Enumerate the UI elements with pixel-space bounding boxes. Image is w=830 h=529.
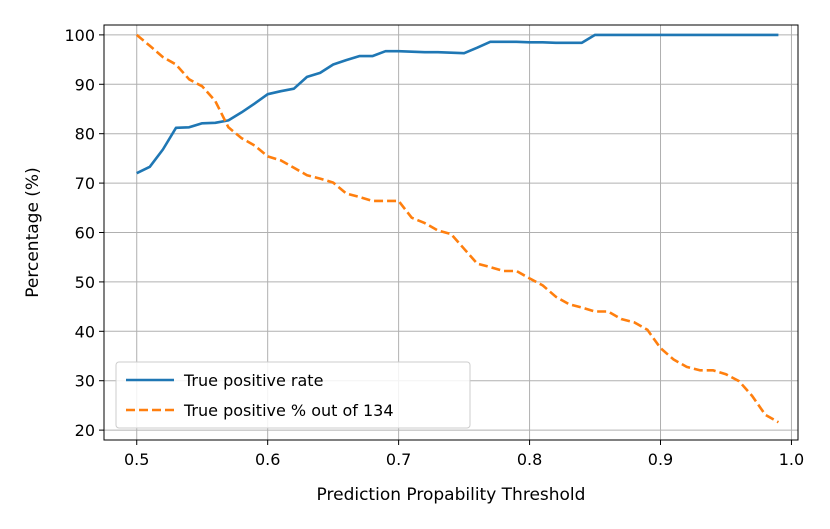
x-tick-label: 0.7 [386, 450, 411, 469]
legend: True positive rate True positive % out o… [115, 361, 471, 429]
y-tick-label: 80 [75, 125, 95, 144]
legend-label-true-positive-percent: True positive % out of 134 [183, 401, 394, 420]
legend-box [115, 361, 471, 429]
y-tick-label: 30 [75, 372, 95, 391]
series-line-true-positive-percent [135, 33, 780, 424]
y-tick-label: 60 [75, 224, 95, 243]
y-tick-label: 40 [75, 322, 95, 341]
series-line-true-positive-rate [136, 33, 779, 175]
y-tick-label: 20 [75, 421, 95, 440]
x-tick-label: 0.9 [648, 450, 673, 469]
y-tick-label: 70 [75, 174, 95, 193]
x-axis-label: Prediction Propability Threshold [317, 485, 586, 505]
y-tick-label: 50 [75, 273, 95, 292]
x-tick-label: 1.0 [779, 450, 804, 469]
x-tick-label: 0.6 [255, 450, 280, 469]
grid-lines [104, 25, 798, 440]
axis-ticks: 0.5 0.6 0.7 0.8 0.9 1.0 20 30 40 50 60 70 80 90 100 [64, 26, 804, 469]
legend-label-true-positive-rate: True positive rate [183, 371, 323, 390]
y-axis-label: Percentage (%) [23, 167, 43, 297]
x-tick-label: 0.8 [517, 450, 542, 469]
x-tick-label: 0.5 [124, 450, 149, 469]
y-tick-label: 100 [64, 26, 95, 45]
series-lines [135, 33, 780, 424]
y-tick-label: 90 [75, 75, 95, 94]
